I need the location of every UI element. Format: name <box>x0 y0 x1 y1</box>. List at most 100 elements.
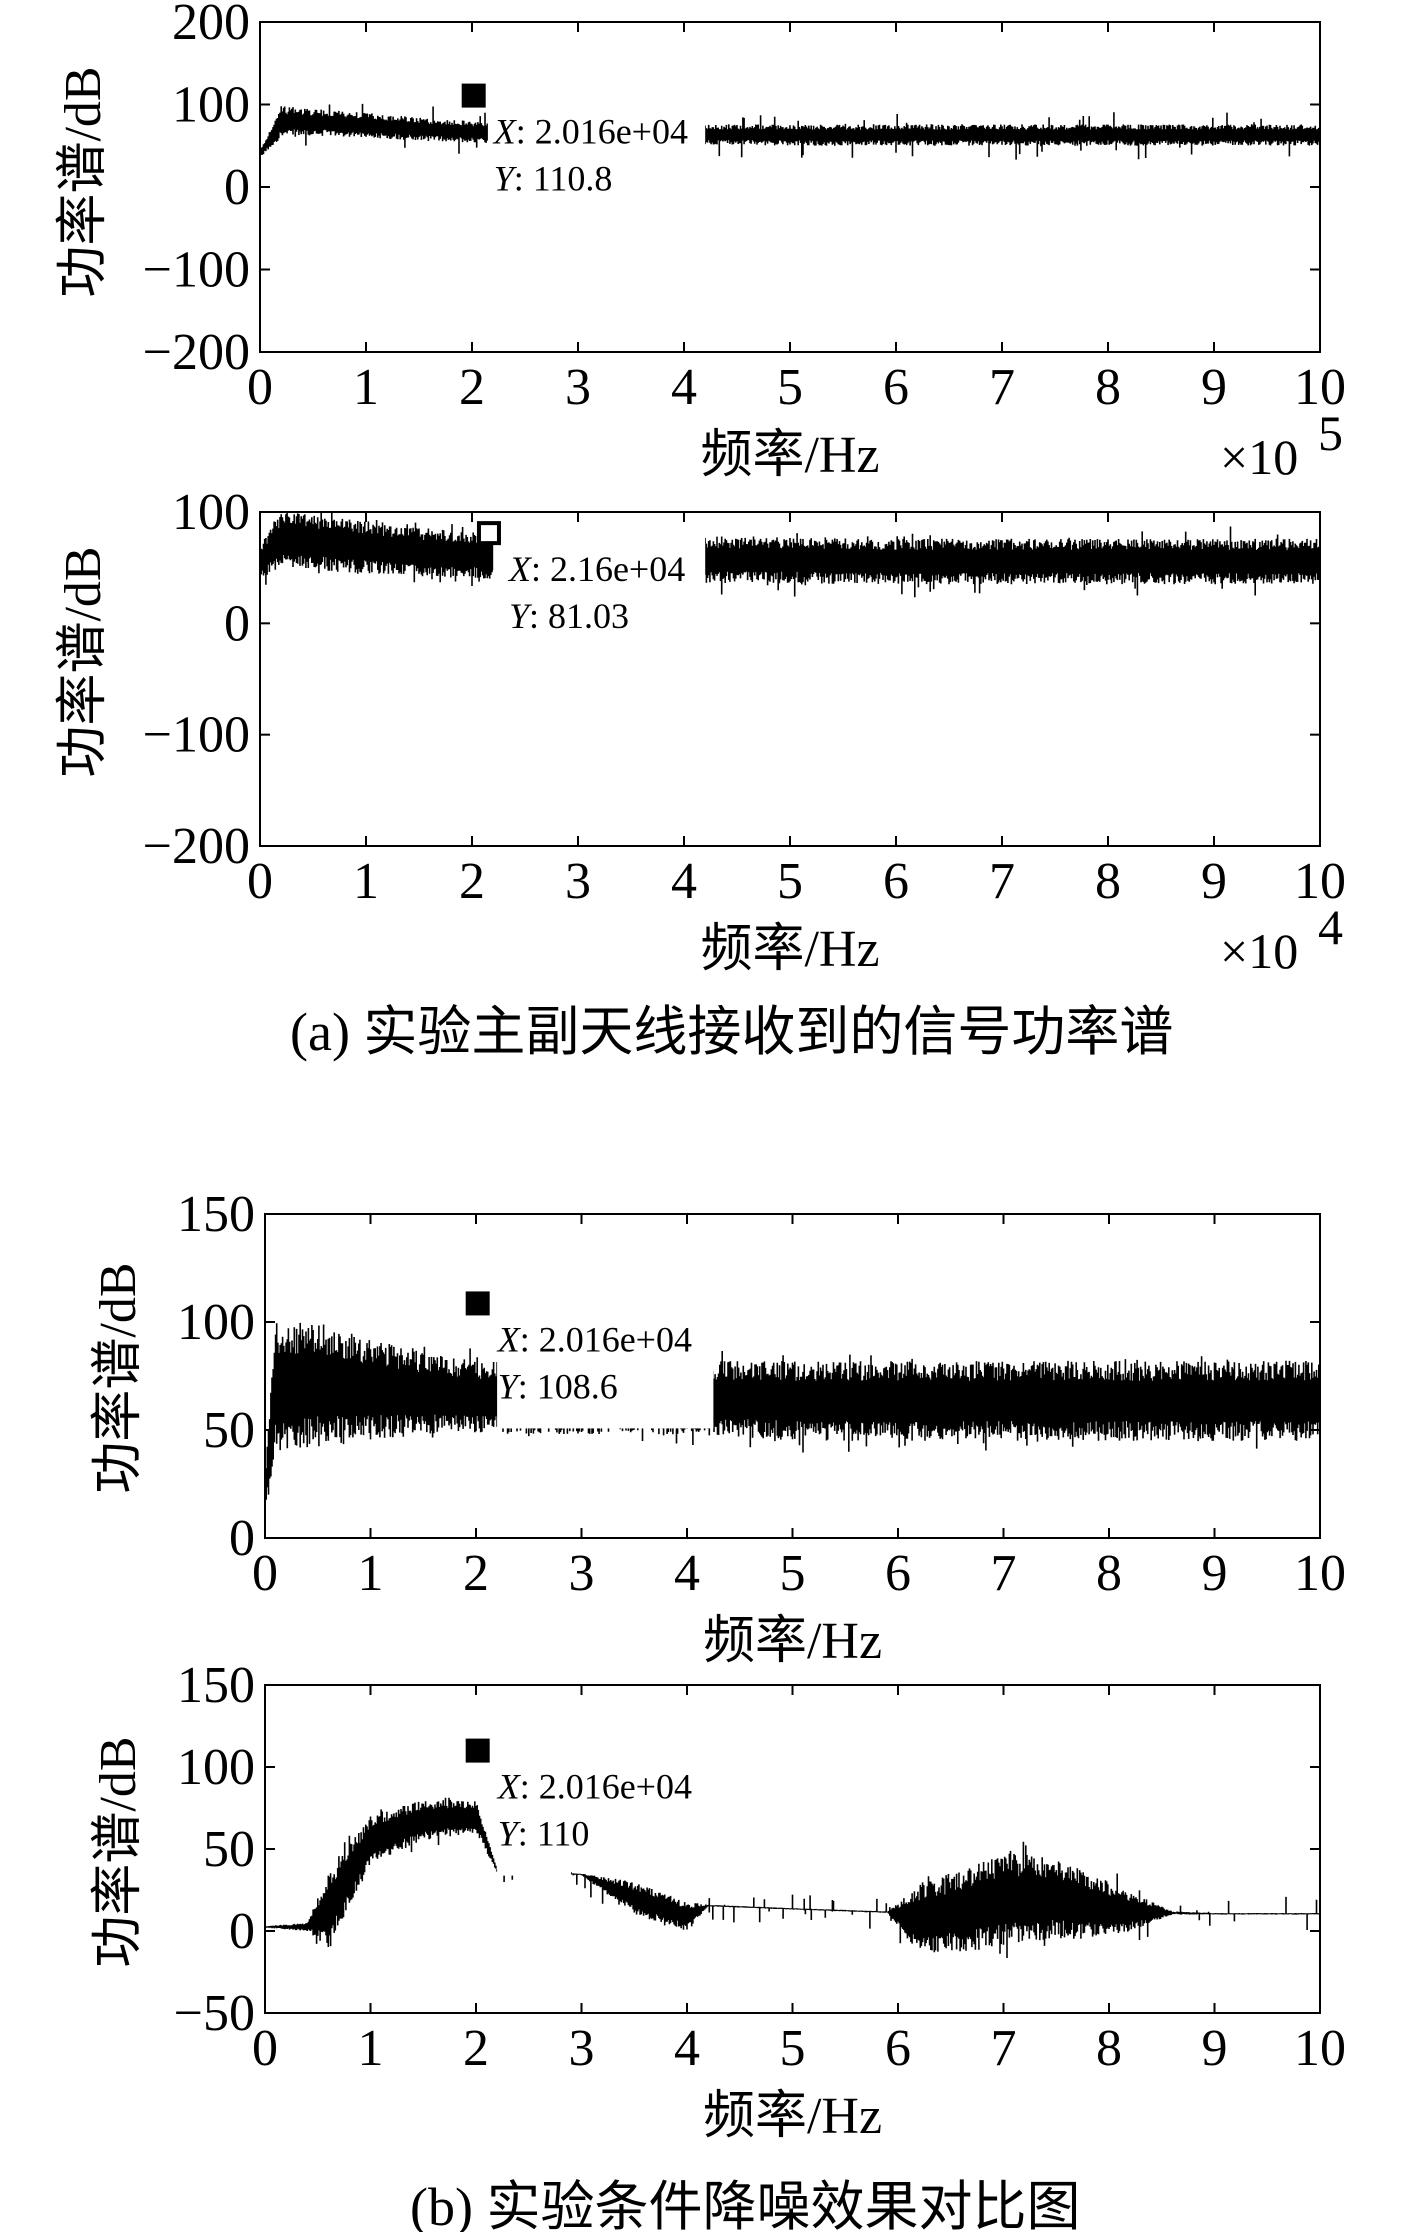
x-tick-label: 8 <box>1095 853 1121 910</box>
x-tick-label: 2 <box>459 853 485 910</box>
x-tick-label: 9 <box>1201 359 1227 416</box>
x-tick-label: 3 <box>569 2020 595 2077</box>
datatip-y: Y: 110 <box>498 1814 590 1854</box>
datatip-x: X: 2.016e+04 <box>496 1767 692 1807</box>
y-tick-label: −100 <box>143 242 250 299</box>
panel-b-top: 0 1 2 3 4 5 6 7 8 9 10 150 100 50 0 频率/Hz 功率谱/dB X: 2.016… <box>90 1186 1346 1670</box>
x-tick-label: 6 <box>883 359 909 416</box>
y-axis-label: 功率谱/dB <box>55 66 112 297</box>
x-tick-label: 4 <box>671 853 697 910</box>
x-tick-label: 6 <box>885 1545 911 1602</box>
spectrum-series <box>264 1797 1321 1958</box>
x-tick-label: 2 <box>463 2020 489 2077</box>
x-tick-label: 1 <box>358 1545 384 1602</box>
datatip-y: Y: 81.03 <box>509 596 629 636</box>
x-tick-label: 1 <box>358 2020 384 2077</box>
panel-a-top: 0 1 2 3 4 5 6 7 8 9 10 200 100 0 −100 −200 频率/Hz 功率谱/dB ×1… <box>55 0 1346 485</box>
x-tick-label: 2 <box>459 359 485 416</box>
x-tick-label: 2 <box>463 1545 489 1602</box>
datatip-y: Y: 110.8 <box>494 159 613 199</box>
x-tick-label: 10 <box>1294 853 1346 910</box>
y-axis-label: 功率谱/dB <box>90 1736 147 1967</box>
x-tick-label: 4 <box>671 359 697 416</box>
caption-a: (a) 实验主副天线接收到的信号功率谱 <box>290 1002 1173 1062</box>
x-tick-label: 8 <box>1096 2020 1122 2077</box>
x-tick-label: 3 <box>569 1545 595 1602</box>
y-tick-label: 0 <box>224 595 250 652</box>
spectrum-series <box>259 103 1321 160</box>
x-axis-exponent: 4 <box>1318 899 1343 955</box>
y-tick-label: 200 <box>172 0 250 51</box>
x-tick-label: 5 <box>777 853 803 910</box>
x-tick-label: 5 <box>777 359 803 416</box>
x-tick-label: 6 <box>883 853 909 910</box>
x-axis-multiplier: ×10 <box>1220 923 1298 979</box>
x-tick-label: 9 <box>1201 853 1227 910</box>
y-tick-label: −100 <box>143 707 250 764</box>
x-tick-label: 1 <box>353 853 379 910</box>
y-tick-label: 0 <box>229 1510 255 1567</box>
x-tick-label: 0 <box>252 2020 278 2077</box>
caption-b: (b) 实验条件降噪效果对比图 <box>410 2177 1080 2232</box>
x-tick-label: 5 <box>780 1545 806 1602</box>
x-tick-label: 8 <box>1096 1545 1122 1602</box>
y-tick-label: 50 <box>203 1402 255 1459</box>
y-tick-label: 100 <box>177 1739 255 1796</box>
x-tick-label: 7 <box>989 853 1015 910</box>
y-axis-label: 功率谱/dB <box>90 1262 147 1493</box>
x-axis-exponent: 5 <box>1318 405 1343 461</box>
y-tick-label: 50 <box>203 1821 255 1878</box>
y-tick-label: 100 <box>177 1294 255 1351</box>
datatip-x: X: 2.016e+04 <box>492 112 688 152</box>
x-tick-label: 10 <box>1294 1545 1346 1602</box>
y-tick-label: 100 <box>172 484 250 541</box>
x-axis-label: 频率/Hz <box>703 2088 882 2145</box>
datatip-marker <box>465 1291 490 1316</box>
y-tick-label: 100 <box>172 77 250 134</box>
y-tick-label: 150 <box>177 1657 255 1714</box>
x-tick-label: 5 <box>780 2020 806 2077</box>
datatip-marker <box>461 83 486 108</box>
x-tick-label: 3 <box>565 359 591 416</box>
x-tick-label: 4 <box>674 2020 700 2077</box>
x-tick-label: 0 <box>247 853 273 910</box>
x-tick-label: 7 <box>991 1545 1017 1602</box>
x-tick-label: 8 <box>1095 359 1121 416</box>
datatip-marker <box>465 1738 490 1763</box>
datatip-box <box>487 85 706 221</box>
x-tick-label: 7 <box>989 359 1015 416</box>
y-tick-label: −200 <box>143 324 250 381</box>
datatip-box <box>493 523 706 659</box>
x-tick-label: 1 <box>353 359 379 416</box>
y-tick-label: −200 <box>143 818 250 875</box>
y-tick-label: −50 <box>174 1985 255 2042</box>
datatip-box <box>497 1740 571 1876</box>
x-tick-label: 0 <box>252 1545 278 1602</box>
datatip-marker <box>476 521 501 546</box>
x-tick-label: 10 <box>1294 2020 1346 2077</box>
panel-a-bottom: 0 1 2 3 4 5 6 7 8 9 10 100 0 −100 −200 频率/Hz 功率谱/dB ×10 4 X… <box>55 484 1346 979</box>
datatip-y: Y: 108.6 <box>498 1366 618 1406</box>
x-tick-label: 6 <box>885 2020 911 2077</box>
y-axis-label: 功率谱/dB <box>55 546 112 777</box>
x-tick-label: 4 <box>674 1545 700 1602</box>
x-axis-label: 频率/Hz <box>700 427 879 484</box>
x-axis-multiplier: ×10 <box>1220 429 1298 485</box>
spectrum-series <box>259 512 1321 598</box>
x-axis-label: 频率/Hz <box>703 1613 882 1670</box>
x-tick-label: 9 <box>1202 2020 1228 2077</box>
datatip-box <box>497 1293 714 1429</box>
x-tick-label: 7 <box>991 2020 1017 2077</box>
axes-frame <box>259 21 1321 353</box>
y-tick-label: 0 <box>229 1903 255 1960</box>
y-tick-label: 0 <box>224 159 250 216</box>
axes-frame <box>264 1684 1321 2014</box>
x-tick-label: 9 <box>1202 1545 1228 1602</box>
x-tick-label: 3 <box>565 853 591 910</box>
x-tick-label: 10 <box>1294 359 1346 416</box>
x-axis-label: 频率/Hz <box>700 921 879 978</box>
datatip-x: X: 2.016e+04 <box>496 1319 692 1359</box>
datatip-x: X: 2.16e+04 <box>507 549 685 589</box>
